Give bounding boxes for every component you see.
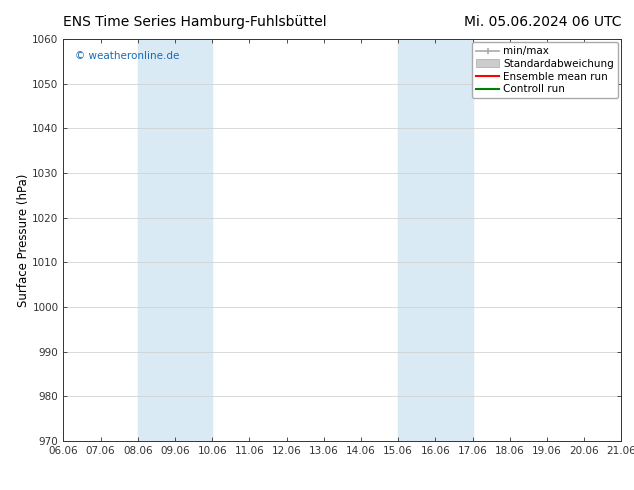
Y-axis label: Surface Pressure (hPa): Surface Pressure (hPa) xyxy=(16,173,30,307)
Legend: min/max, Standardabweichung, Ensemble mean run, Controll run: min/max, Standardabweichung, Ensemble me… xyxy=(472,42,618,98)
Bar xyxy=(138,39,212,441)
Text: © weatheronline.de: © weatheronline.de xyxy=(75,51,179,61)
Text: ENS Time Series Hamburg-Fuhlsbüttel: ENS Time Series Hamburg-Fuhlsbüttel xyxy=(63,15,327,29)
Bar xyxy=(398,39,472,441)
Text: Mi. 05.06.2024 06 UTC: Mi. 05.06.2024 06 UTC xyxy=(464,15,621,29)
